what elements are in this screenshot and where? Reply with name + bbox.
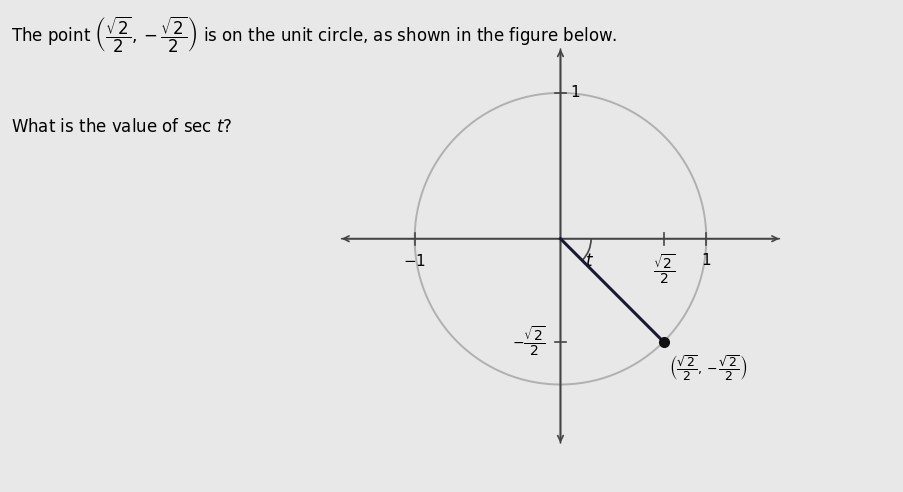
Text: 1: 1 <box>570 86 580 100</box>
Text: $\dfrac{\sqrt{2}}{2}$: $\dfrac{\sqrt{2}}{2}$ <box>652 253 674 286</box>
Text: $t$: $t$ <box>584 252 593 270</box>
Text: $-\dfrac{\sqrt{2}}{2}$: $-\dfrac{\sqrt{2}}{2}$ <box>512 325 545 358</box>
Text: $\left(\dfrac{\sqrt{2}}{2}, -\dfrac{\sqrt{2}}{2}\right)$: $\left(\dfrac{\sqrt{2}}{2}, -\dfrac{\sqr… <box>669 353 747 383</box>
Text: What is the value of sec $t$?: What is the value of sec $t$? <box>11 118 232 136</box>
Text: The point $\left(\dfrac{\sqrt{2}}{2}, -\dfrac{\sqrt{2}}{2}\right)$ is on the uni: The point $\left(\dfrac{\sqrt{2}}{2}, -\… <box>11 15 617 55</box>
Text: 1: 1 <box>701 253 711 268</box>
Text: $-1$: $-1$ <box>403 253 425 269</box>
